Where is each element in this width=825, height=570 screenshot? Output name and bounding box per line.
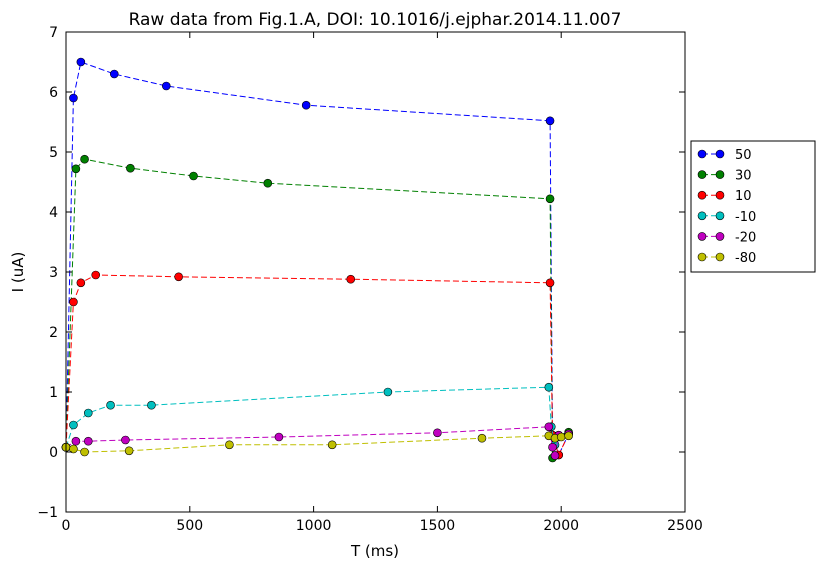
- legend-marker: [715, 211, 725, 221]
- legend-marker: [715, 252, 725, 262]
- data-point: [126, 163, 135, 173]
- data-point: [147, 400, 156, 410]
- series-line: [65, 158, 569, 459]
- series-50: [61, 57, 573, 460]
- data-point: [109, 69, 119, 79]
- legend-marker: [697, 170, 707, 179]
- legend-entry: -20: [697, 230, 756, 245]
- legend-marker: [697, 149, 707, 159]
- x-tick-label: 1000: [296, 518, 332, 534]
- series-layer: [61, 57, 573, 463]
- data-point: [80, 447, 89, 457]
- legend-entry: 50: [697, 148, 752, 163]
- y-tick-label: 6: [49, 85, 58, 101]
- legend-marker: [715, 190, 725, 200]
- series-line: [65, 435, 569, 453]
- data-point: [91, 270, 101, 280]
- legend-marker: [697, 252, 707, 262]
- data-point: [327, 440, 337, 450]
- data-point: [106, 400, 115, 410]
- y-axis-label: I (uA): [9, 252, 27, 293]
- x-tick-label: 0: [62, 518, 71, 534]
- data-point: [189, 171, 198, 181]
- data-point: [174, 272, 183, 282]
- y-tick-label: 1: [49, 385, 58, 401]
- data-point: [69, 444, 78, 454]
- x-tick-label: 2500: [667, 518, 703, 534]
- data-point: [564, 431, 573, 441]
- data-point: [225, 440, 234, 450]
- series-line: [65, 426, 569, 456]
- data-point: [161, 81, 171, 91]
- data-point: [69, 297, 78, 307]
- y-tick-label: 2: [49, 325, 58, 341]
- data-point: [80, 154, 89, 164]
- data-point: [346, 274, 356, 284]
- x-axis-label: T (ms): [350, 542, 399, 560]
- data-point: [545, 194, 555, 204]
- y-tick-label: 4: [49, 205, 58, 221]
- legend-marker: [697, 232, 707, 241]
- data-point: [544, 422, 554, 432]
- legend-label: -80: [735, 251, 756, 266]
- legend-entry: -80: [697, 251, 756, 266]
- data-point: [76, 57, 86, 67]
- data-point: [556, 432, 566, 442]
- data-point: [263, 178, 273, 188]
- series--20: [61, 422, 573, 460]
- data-point: [545, 278, 555, 288]
- legend-marker: [715, 149, 725, 159]
- data-point: [83, 408, 93, 418]
- series-30: [61, 154, 573, 463]
- legend-marker: [697, 211, 707, 221]
- data-point: [71, 164, 81, 174]
- y-tick-label: 5: [49, 145, 58, 161]
- legend-marker: [697, 190, 707, 200]
- legend-entry: -10: [697, 210, 756, 225]
- data-point: [121, 435, 130, 445]
- data-point: [383, 387, 393, 397]
- data-point: [124, 446, 134, 456]
- data-point: [550, 451, 560, 460]
- legend-marker: [715, 232, 725, 241]
- data-point: [76, 278, 86, 288]
- legend-label: 50: [735, 148, 752, 163]
- legend-label: 30: [735, 169, 752, 184]
- data-point: [301, 100, 311, 110]
- data-point: [544, 382, 554, 392]
- data-point: [69, 420, 78, 430]
- data-point: [69, 93, 78, 103]
- data-point: [477, 433, 487, 443]
- x-tick-label: 2000: [543, 518, 579, 534]
- legend-marker: [715, 170, 725, 179]
- data-point: [83, 436, 93, 446]
- y-tick-label: 7: [49, 25, 58, 41]
- data-point: [548, 442, 557, 452]
- legend-entry: 10: [697, 189, 752, 204]
- legend-label: -10: [735, 210, 756, 225]
- legend-label: -20: [735, 230, 756, 245]
- series-line: [65, 61, 570, 457]
- series--10: [61, 382, 573, 452]
- x-tick-label: 500: [176, 518, 203, 534]
- x-tick-label: 1500: [420, 518, 456, 534]
- plot-frame: [65, 31, 686, 513]
- legend: 50 30 10 -10 -20 -80: [690, 140, 816, 273]
- legend-entry: 30: [697, 169, 752, 184]
- y-tick-label: −1: [37, 505, 58, 521]
- y-tick-label: 0: [49, 445, 58, 461]
- data-point: [433, 428, 442, 438]
- series--80: [61, 431, 573, 457]
- legend-label: 10: [735, 189, 752, 204]
- series-10: [61, 270, 573, 460]
- data-point: [274, 432, 284, 442]
- legend-frame: [690, 140, 816, 273]
- series-line: [65, 274, 570, 457]
- y-tick-label: 3: [49, 265, 58, 281]
- data-point: [545, 116, 555, 126]
- chart-title: Raw data from Fig.1.A, DOI: 10.1016/j.ej…: [129, 10, 622, 30]
- data-point: [71, 436, 81, 446]
